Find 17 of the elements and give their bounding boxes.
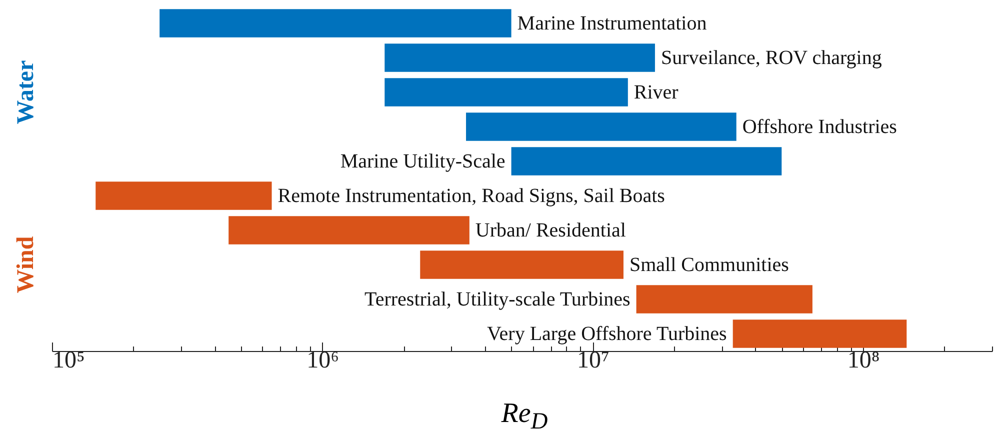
x-axis-title: Re$_{D}$	[500, 398, 549, 436]
y-tick-label: Marine Utility-Scale	[340, 150, 506, 172]
x-tick-label: 10⁸	[847, 348, 880, 374]
y-tick-label: Very Large Offshore Turbines	[487, 322, 728, 345]
text: Wind	[13, 236, 39, 294]
x-tick-label: 10⁵	[52, 348, 85, 374]
y-tick-label: Surveilance, ROV charging	[660, 46, 882, 69]
y-tick-label: Urban/ Residential	[475, 219, 626, 242]
x-tick-label: 10⁷	[576, 348, 610, 374]
y-tick-label: Terrestrial, Utility-scale Turbines	[364, 288, 631, 310]
text: Water	[13, 60, 39, 124]
x-tick-label: 10⁶	[306, 348, 340, 374]
y-tick-label: Marine Instrumentation	[517, 12, 707, 34]
y-tick-label: Remote Instrumentation, Road Signs, Sail Boats	[278, 184, 666, 207]
y-tick-label: Small Communities	[629, 254, 790, 276]
y-tick-label: Offshore Industries	[742, 116, 898, 138]
y-tick-label: River	[634, 81, 679, 104]
